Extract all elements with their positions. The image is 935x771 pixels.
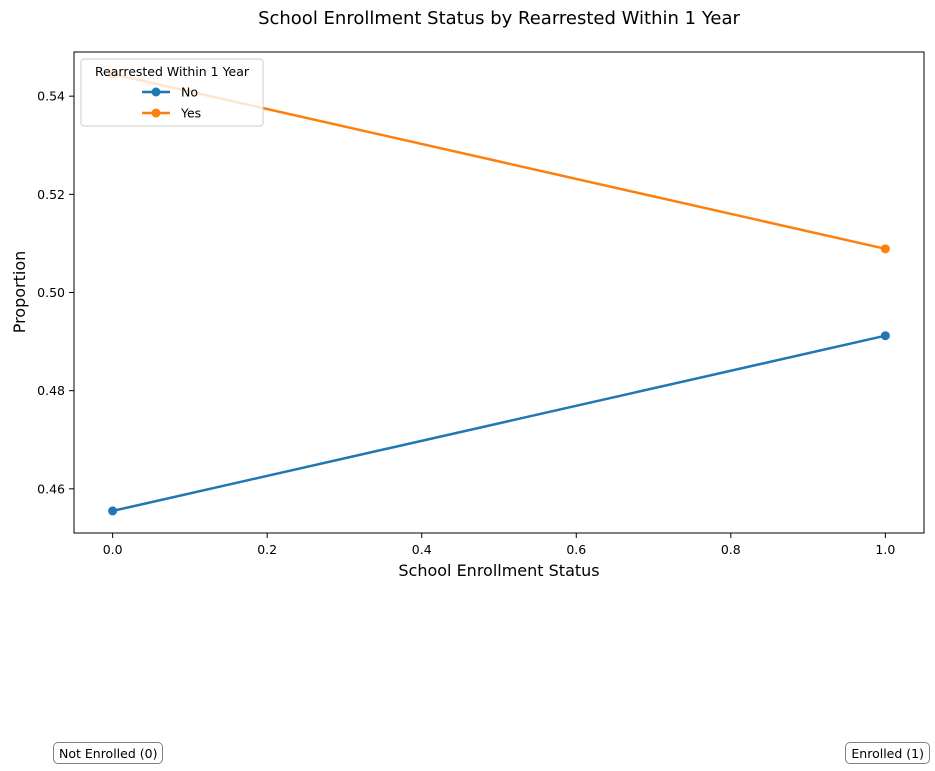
legend-entries: No Yes (142, 85, 201, 121)
y-tick-label: 0.48 (37, 383, 65, 398)
x-tick-label: 0.2 (257, 542, 277, 557)
annotation-enrolled: Enrolled (1) (845, 742, 930, 764)
legend-frame (80, 58, 264, 127)
series-line-no (111, 334, 887, 513)
legend-marker-no (151, 87, 161, 97)
chart-title: School Enrollment Status by Rearrested W… (258, 8, 740, 29)
y-tick-label: 0.54 (37, 89, 65, 104)
annotation-not-enrolled: Not Enrolled (0) (53, 742, 164, 764)
x-tick-label: 0.0 (103, 542, 123, 557)
x-tick-label: 1.0 (875, 542, 895, 557)
legend-label-no: No (181, 85, 198, 100)
legend-marker-yes (151, 108, 161, 118)
legend: Rearrested Within 1 Year No Yes (80, 58, 264, 127)
data-point-yes (880, 244, 890, 254)
x-tick-label: 0.6 (566, 542, 586, 557)
x-axis-label: School Enrollment Status (398, 561, 599, 580)
y-axis-ticks: 0.46 0.48 0.50 0.52 0.54 (37, 89, 74, 496)
data-point-no (108, 506, 118, 516)
x-tick-label: 0.4 (412, 542, 432, 557)
data-point-no (880, 331, 890, 341)
y-axis-label: Proportion (10, 251, 29, 334)
y-tick-label: 0.50 (37, 285, 65, 300)
x-tick-label: 0.8 (721, 542, 741, 557)
series-lines (108, 69, 890, 516)
y-tick-label: 0.46 (37, 481, 65, 496)
y-tick-label: 0.52 (37, 187, 65, 202)
legend-title: Rearrested Within 1 Year (95, 64, 250, 79)
x-axis-ticks: 0.0 0.2 0.4 0.6 0.8 1.0 (103, 533, 895, 557)
legend-label-yes: Yes (180, 106, 201, 121)
